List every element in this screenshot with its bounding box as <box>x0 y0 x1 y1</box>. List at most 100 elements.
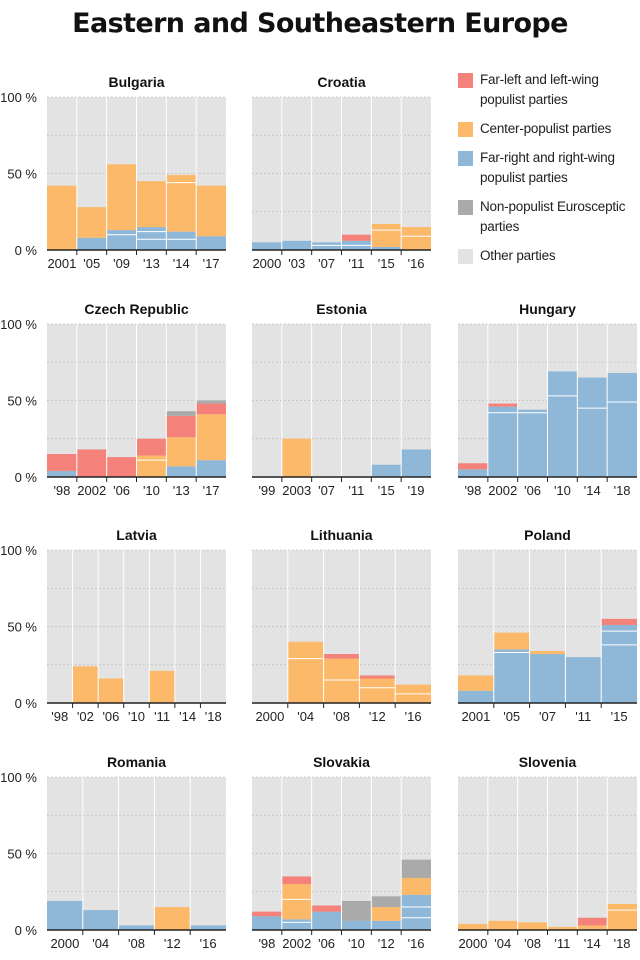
bar-center <box>529 650 566 655</box>
x-tick-label: 2000 <box>50 936 79 951</box>
x-tick-label: '19 <box>408 483 425 498</box>
bar-far-left <box>359 675 396 679</box>
x-tick-label: '08 <box>333 709 350 724</box>
bar-far-right <box>166 466 197 477</box>
x-tick-label: '17 <box>203 483 220 498</box>
legend-swatch-center <box>458 122 473 137</box>
panel-croatia: 2000 '03 '07 '11 '15 '16 Croatia <box>252 74 431 271</box>
y-tick-label: 50 % <box>7 167 37 182</box>
legend-swatch-far-right <box>458 151 473 166</box>
legend-item-center: Center-populist parties <box>456 119 640 139</box>
x-tick-label: '98 <box>258 936 275 951</box>
x-tick-label: '06 <box>102 709 119 724</box>
x-tick-label: '18 <box>614 936 631 951</box>
x-tick-label: 2001 <box>461 709 490 724</box>
bar-far-right <box>458 469 488 477</box>
panel-bulgaria: 2001 '05 '09 '13 '14 '17 Bulgaria 100 % 50 % 0 % <box>0 74 226 271</box>
x-tick-label: '07 <box>318 256 335 271</box>
bar-far-right <box>47 900 83 930</box>
bar-far-right <box>47 470 77 477</box>
bar-far-right <box>601 624 637 703</box>
legend-item-non-populist: Non-populist Eurosceptic parties <box>456 197 640 237</box>
panel-title: Latvia <box>116 527 157 543</box>
legend-item-far-right: Far-right and right-wing populist partie… <box>456 148 640 188</box>
x-tick-label: '06 <box>113 483 130 498</box>
x-tick-label: '03 <box>288 256 305 271</box>
bar-far-right <box>607 372 637 477</box>
x-tick-label: '04 <box>92 936 109 951</box>
bar-far-right <box>281 919 312 930</box>
bar-far-left <box>577 917 608 926</box>
bar-center <box>547 926 578 930</box>
x-tick-label: '12 <box>369 709 386 724</box>
x-tick-label: '16 <box>200 936 217 951</box>
bar-center <box>166 437 197 467</box>
bar-far-right <box>311 911 342 930</box>
x-tick-label: '13 <box>173 483 190 498</box>
panel-title: Bulgaria <box>108 74 164 90</box>
bar-center <box>359 678 396 703</box>
bar-far-right <box>118 925 155 930</box>
bar-far-left <box>323 654 360 659</box>
x-tick-label: '18 <box>205 709 222 724</box>
x-tick-label: '13 <box>143 256 160 271</box>
legend-label-far-left: Far-left and left-wing populist parties <box>480 72 599 107</box>
bar-far-left <box>136 438 167 456</box>
legend-label-non-populist: Non-populist Eurosceptic parties <box>480 199 626 234</box>
bar-far-right <box>252 242 282 250</box>
bar-center <box>106 164 137 231</box>
panel-slovenia: 2000 '04 '08 '11 '14 '18 Slovenia <box>458 754 637 951</box>
y-tick-label: 100 % <box>0 770 37 785</box>
legend-swatch-other <box>458 249 473 264</box>
bar-far-right <box>493 649 530 703</box>
x-tick-label: '98 <box>51 709 68 724</box>
bar-center <box>607 903 637 930</box>
panel-hungary: '98 2002 '06 '10 '14 '18 Hungary <box>458 301 637 498</box>
legend-label-other: Other parties <box>480 248 556 263</box>
x-tick-label: '15 <box>378 256 395 271</box>
x-tick-label: '10 <box>143 483 160 498</box>
bar-non-populist <box>196 400 226 404</box>
bar-center <box>493 632 530 650</box>
x-tick-label: '15 <box>378 483 395 498</box>
x-tick-label: '10 <box>554 483 571 498</box>
y-tick-label: 100 % <box>0 543 37 558</box>
y-tick-label: 100 % <box>0 90 37 105</box>
x-tick-label: '16 <box>408 256 425 271</box>
x-tick-label: 2000 <box>255 709 284 724</box>
x-tick-label: 2000 <box>458 936 487 951</box>
bar-center <box>517 922 548 930</box>
bar-center <box>371 223 402 247</box>
legend-label-center: Center-populist parties <box>480 121 612 136</box>
x-tick-label: '98 <box>464 483 481 498</box>
bar-far-left <box>601 618 637 625</box>
bar-center <box>577 925 608 930</box>
bar-non-populist <box>401 859 431 878</box>
bar-far-right <box>371 464 402 477</box>
bar-far-right <box>401 894 431 930</box>
x-tick-label: '12 <box>378 936 395 951</box>
panel-poland: 2001 '05 '07 '11 '15 Poland <box>458 527 637 724</box>
x-tick-label: '07 <box>318 483 335 498</box>
x-tick-label: 2002 <box>488 483 517 498</box>
bar-far-right <box>547 371 578 477</box>
panel-title: Slovenia <box>519 754 577 770</box>
bar-center <box>136 455 167 477</box>
bar-far-left <box>311 905 342 912</box>
x-tick-label: '04 <box>297 709 314 724</box>
x-tick-label: '14 <box>179 709 196 724</box>
bar-far-left <box>458 463 488 470</box>
bar-center <box>76 207 107 238</box>
panel-estonia: '99 2003 '07 '11 '15 '19 Estonia <box>252 301 431 498</box>
y-tick-label: 100 % <box>0 317 37 332</box>
x-tick-label: '09 <box>113 256 130 271</box>
bar-far-right <box>371 246 402 250</box>
x-tick-label: '16 <box>408 936 425 951</box>
bar-far-left <box>196 403 226 415</box>
bar-far-left <box>106 457 137 477</box>
x-tick-label: '14 <box>173 256 190 271</box>
page-title: Eastern and Southeastern Europe <box>72 8 568 39</box>
x-tick-label: '16 <box>405 709 422 724</box>
bar-center <box>458 923 488 930</box>
x-tick-label: '05 <box>503 709 520 724</box>
